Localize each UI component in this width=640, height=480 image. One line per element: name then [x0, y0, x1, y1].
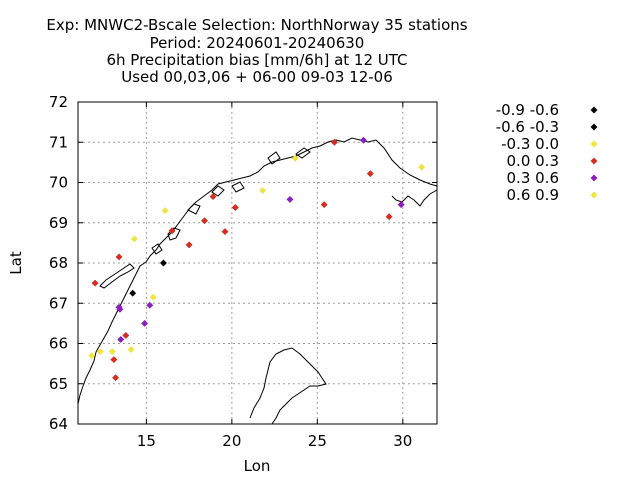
x-tick-label: 30	[393, 432, 412, 450]
station-point	[418, 163, 426, 171]
island-2	[187, 203, 201, 215]
coastline	[77, 137, 438, 425]
legend-marker	[590, 123, 598, 131]
chart-title-line-2: Period: 20240601-20240630	[150, 34, 365, 52]
legend-label: -0.9 -0.6	[496, 101, 559, 119]
y-axis-title: Lat	[7, 251, 25, 275]
x-tick-label: 20	[222, 432, 241, 450]
legend-label: 0.0 0.3	[507, 152, 559, 170]
island-5	[267, 151, 281, 165]
station-point	[385, 213, 393, 221]
legend-label: -0.3 0.0	[501, 135, 559, 153]
station-point	[149, 293, 157, 301]
station-point	[108, 347, 116, 356]
legend-label: 0.6 0.9	[507, 186, 559, 204]
island-7	[151, 243, 163, 255]
station-point	[115, 253, 123, 261]
y-tick-label: 64	[49, 415, 68, 433]
legend-marker	[590, 157, 598, 165]
chart-title-line-1: Exp: MNWC2-Bscale Selection: NorthNorway…	[46, 16, 467, 34]
y-tick-label: 69	[49, 214, 68, 232]
island-4	[231, 181, 245, 193]
station-point	[146, 301, 154, 309]
chart-title-line-3: 6h Precipitation bias [mm/6h] at 12 UTC	[106, 51, 407, 69]
station-point	[127, 345, 135, 354]
station-point	[209, 193, 217, 201]
lofoten	[99, 263, 135, 289]
station-point	[161, 207, 169, 215]
x-tick-label: 25	[308, 432, 327, 450]
station-point	[291, 154, 299, 162]
y-tick-label: 65	[49, 375, 68, 393]
station-point	[91, 279, 99, 287]
station-point	[185, 241, 193, 249]
coastline-main	[77, 137, 438, 405]
station-point	[96, 347, 104, 356]
station-point	[112, 374, 120, 382]
y-tick-label: 68	[49, 254, 68, 272]
station-point	[330, 138, 338, 146]
station-point	[397, 201, 405, 209]
y-tick-label: 66	[49, 335, 68, 353]
station-point	[117, 335, 125, 344]
station-point	[110, 356, 118, 364]
station-point	[129, 289, 137, 297]
station-point	[231, 203, 239, 212]
station-point	[116, 305, 124, 313]
legend-marker	[590, 174, 598, 182]
legend-label: 0.3 0.6	[507, 169, 559, 187]
station-point	[88, 352, 96, 360]
coastline-white-sea	[249, 347, 327, 425]
station-point	[159, 259, 168, 267]
x-axis-ticks: 15 20 25 30	[137, 102, 412, 450]
x-axis-title: Lon	[244, 457, 271, 475]
x-tick-label: 15	[137, 432, 156, 450]
y-tick-label: 72	[49, 93, 68, 111]
y-tick-label: 70	[49, 174, 68, 192]
station-point	[221, 228, 229, 236]
station-point	[320, 201, 328, 209]
legend-marker	[590, 140, 598, 148]
station-point	[168, 227, 176, 235]
island-3	[211, 185, 225, 197]
station-points	[88, 136, 426, 382]
station-point	[259, 186, 267, 195]
y-tick-label: 67	[49, 294, 68, 312]
station-point	[122, 331, 130, 340]
grid	[78, 102, 437, 424]
legend-label: -0.6 -0.3	[496, 118, 559, 136]
legend-marker	[590, 191, 598, 199]
station-point	[366, 170, 374, 178]
y-tick-label: 71	[49, 133, 68, 151]
legend: -0.9 -0.6-0.6 -0.3-0.3 0.00.0 0.30.3 0.6…	[496, 101, 598, 204]
station-point	[130, 235, 138, 243]
chart-title-line-4: Used 00,03,06 + 06-00 09-03 12-06	[121, 68, 393, 86]
station-point	[141, 319, 149, 327]
legend-marker	[590, 106, 598, 114]
y-axis-ticks: 64 65 66 67 68 69 70 71 72	[49, 93, 437, 433]
station-point	[359, 136, 368, 144]
station-point	[200, 217, 209, 225]
station-point	[286, 195, 294, 203]
island-6	[295, 147, 311, 159]
